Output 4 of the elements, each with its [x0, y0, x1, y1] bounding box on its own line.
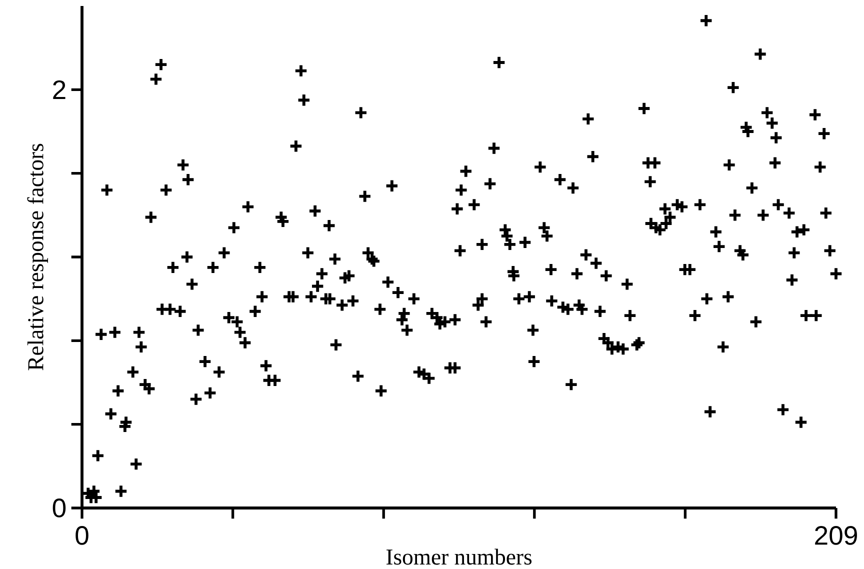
y-axis-title: Relative response factors — [27, 144, 48, 370]
y-tick-label: 2 — [53, 80, 66, 99]
x-axis-title: Isomer numbers — [386, 548, 532, 565]
x-tick-label: 209 — [815, 526, 857, 545]
